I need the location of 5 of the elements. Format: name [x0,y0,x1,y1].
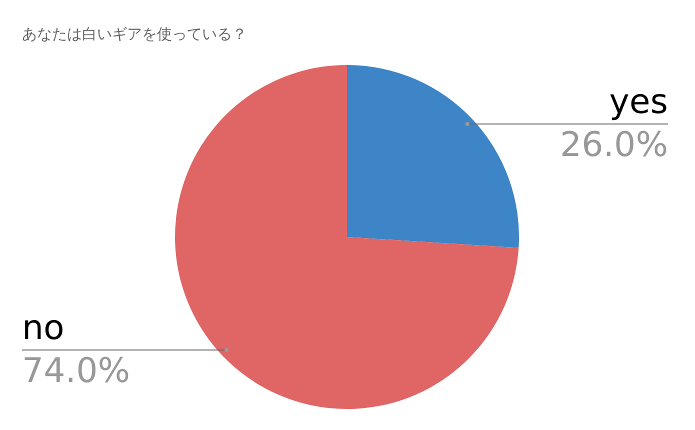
data-label: 74.0% [22,350,130,391]
data-label: 26.0% [560,124,668,165]
slice-label: yes [609,82,668,122]
slice-label: no [22,308,64,348]
chart-title: あなたは白いギアを使っている？ [22,25,247,44]
